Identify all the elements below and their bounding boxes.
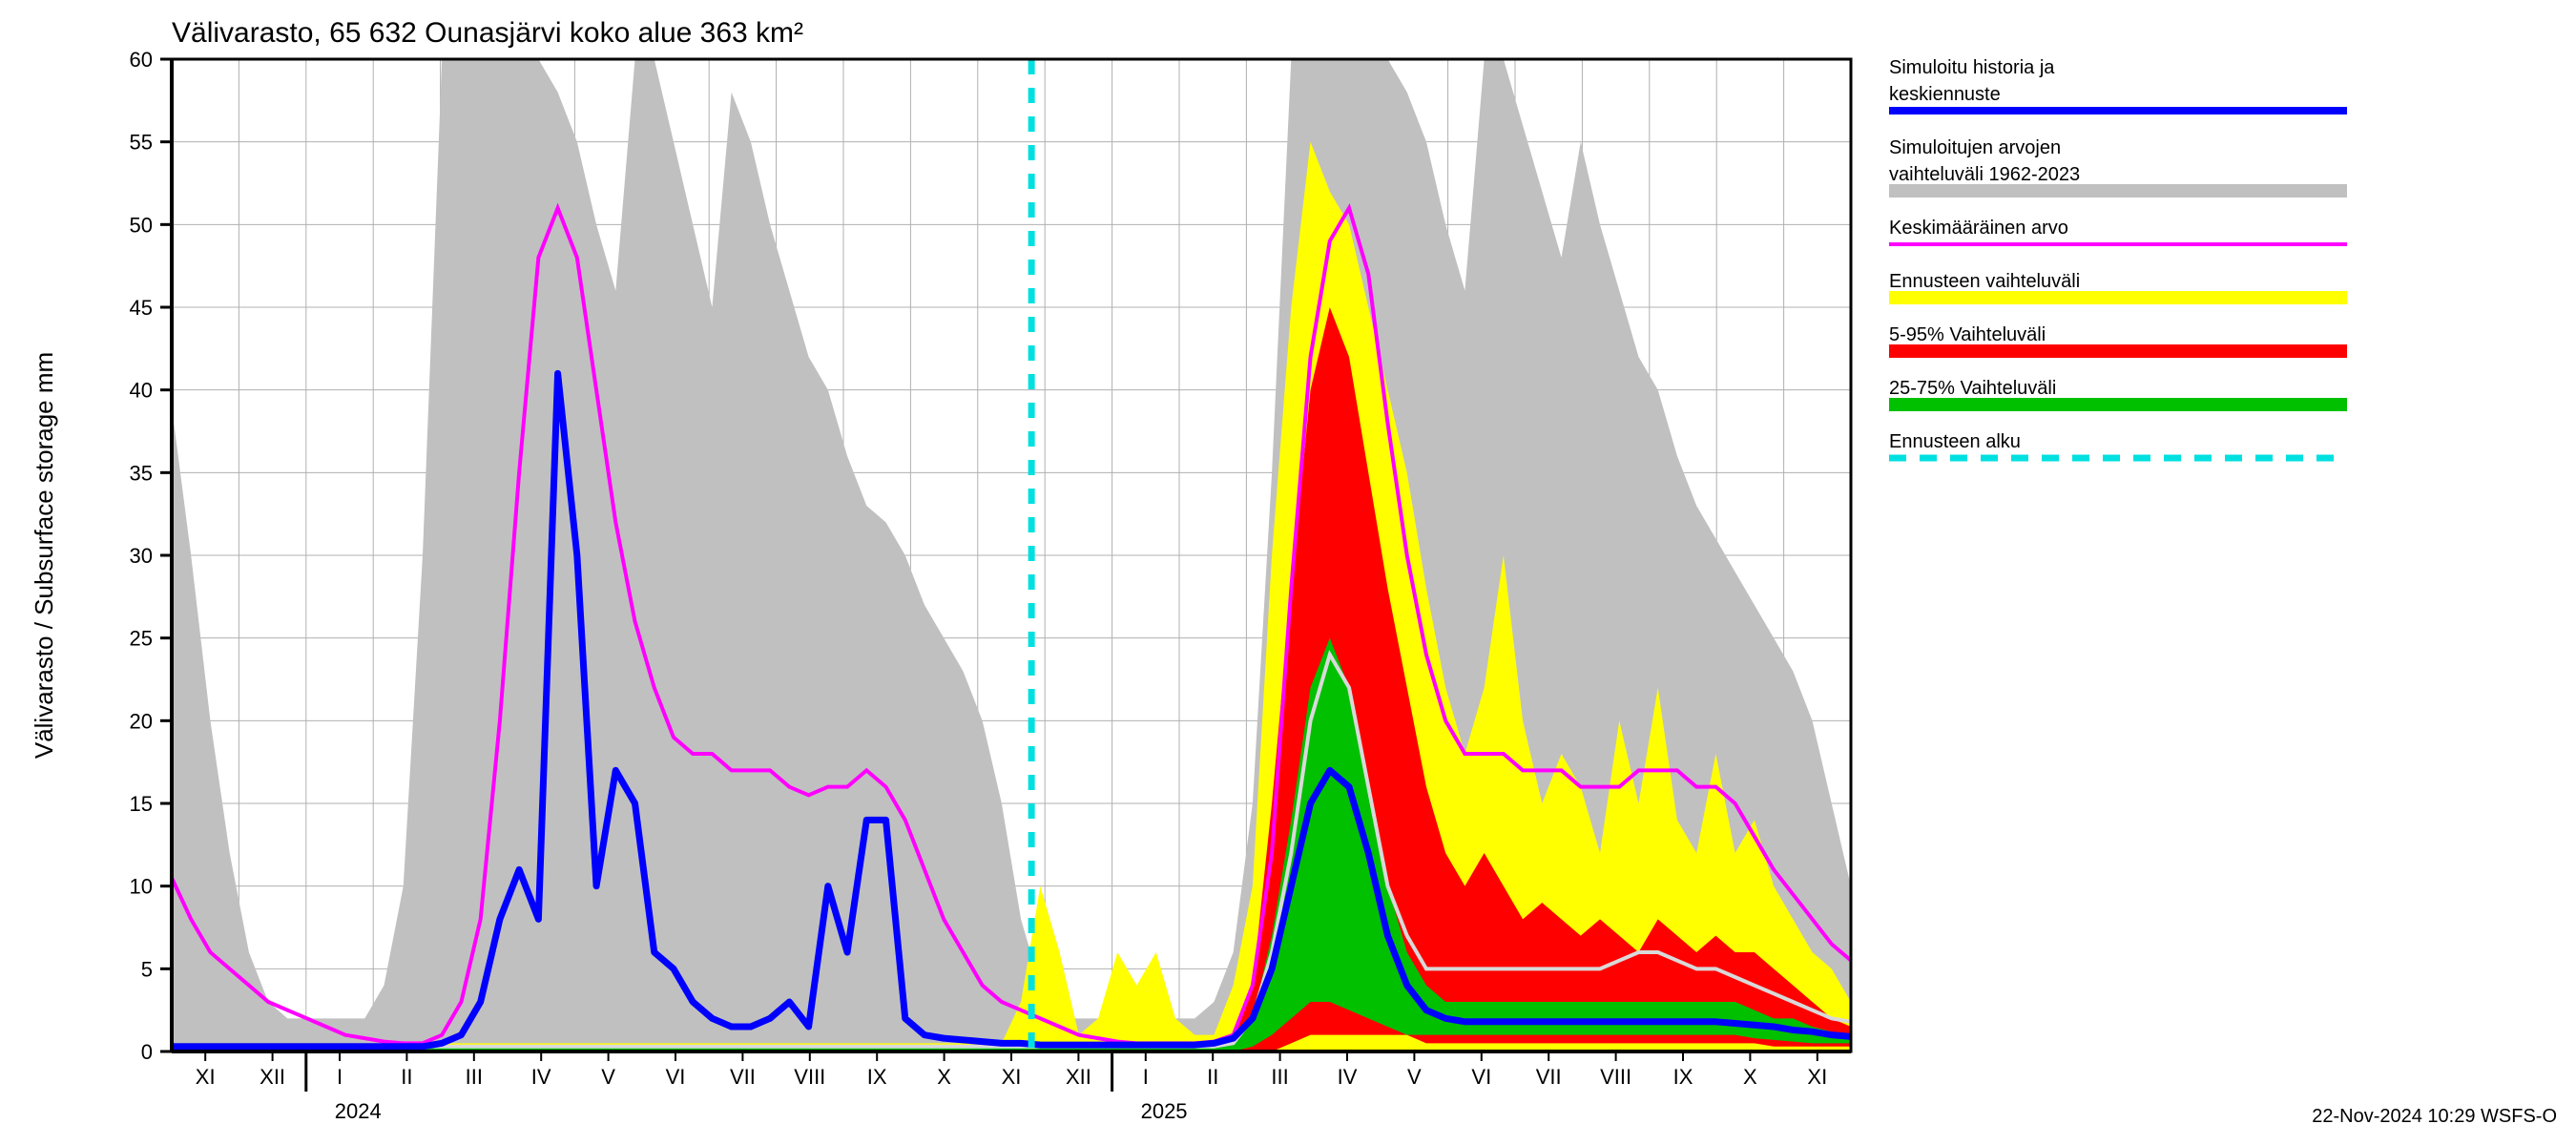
x-month-label: XI <box>1807 1065 1827 1089</box>
x-year-label: 2025 <box>1141 1099 1188 1123</box>
x-month-label: III <box>466 1065 483 1089</box>
legend-label: vaihteluväli 1962-2023 <box>1889 164 2080 185</box>
x-month-label: II <box>1207 1065 1218 1089</box>
y-tick-label: 30 <box>130 544 153 568</box>
legend-label: Keskimääräinen arvo <box>1889 218 2068 239</box>
x-month-label: V <box>1407 1065 1422 1089</box>
y-axis-label: Välivarasto / Subsurface storage mm <box>30 352 58 759</box>
legend-label: Ennusteen vaihteluväli <box>1889 271 2080 292</box>
legend-label: 5-95% Vaihteluväli <box>1889 324 2046 345</box>
y-tick-label: 60 <box>130 48 153 72</box>
x-month-label: IV <box>1338 1065 1358 1089</box>
x-month-label: X <box>937 1065 951 1089</box>
y-tick-label: 0 <box>141 1040 153 1064</box>
subsurface-storage-chart: 051015202530354045505560XIXIIIIIIIIIVVVI… <box>0 0 2576 1145</box>
x-month-label: III <box>1271 1065 1288 1089</box>
x-month-label: VIII <box>1600 1065 1631 1089</box>
legend-label: 25-75% Vaihteluväli <box>1889 378 2056 399</box>
x-month-label: IV <box>531 1065 551 1089</box>
y-tick-label: 40 <box>130 379 153 403</box>
y-tick-label: 45 <box>130 296 153 320</box>
x-year-label: 2024 <box>335 1099 382 1123</box>
x-month-label: IX <box>1673 1065 1693 1089</box>
y-tick-label: 50 <box>130 213 153 237</box>
x-month-label: VI <box>1471 1065 1491 1089</box>
x-month-label: XI <box>1002 1065 1022 1089</box>
legend-label: Simuloitu historia ja <box>1889 57 2055 78</box>
chart-title: Välivarasto, 65 632 Ounasjärvi koko alue… <box>172 17 803 49</box>
chart-footer: 22-Nov-2024 10:29 WSFS-O <box>2312 1106 2557 1127</box>
y-tick-label: 15 <box>130 792 153 816</box>
legend-label: Ennusteen alku <box>1889 431 2021 452</box>
y-tick-label: 20 <box>130 709 153 733</box>
x-month-label: XII <box>1066 1065 1091 1089</box>
legend-label: Simuloitujen arvojen <box>1889 137 2061 158</box>
x-month-label: I <box>1143 1065 1149 1089</box>
x-month-label: I <box>337 1065 343 1089</box>
x-month-label: XI <box>196 1065 216 1089</box>
x-month-label: II <box>401 1065 412 1089</box>
x-month-label: VIII <box>794 1065 825 1089</box>
x-month-label: V <box>601 1065 615 1089</box>
y-tick-label: 25 <box>130 627 153 651</box>
x-month-label: IX <box>867 1065 887 1089</box>
y-tick-label: 10 <box>130 875 153 899</box>
x-month-label: X <box>1743 1065 1757 1089</box>
legend-label: keskiennuste <box>1889 84 2001 105</box>
x-month-label: VII <box>1536 1065 1562 1089</box>
x-month-label: VI <box>666 1065 686 1089</box>
y-tick-label: 35 <box>130 461 153 485</box>
x-month-label: VII <box>730 1065 756 1089</box>
y-tick-label: 55 <box>130 131 153 155</box>
x-month-label: XII <box>260 1065 285 1089</box>
y-tick-label: 5 <box>141 957 153 981</box>
